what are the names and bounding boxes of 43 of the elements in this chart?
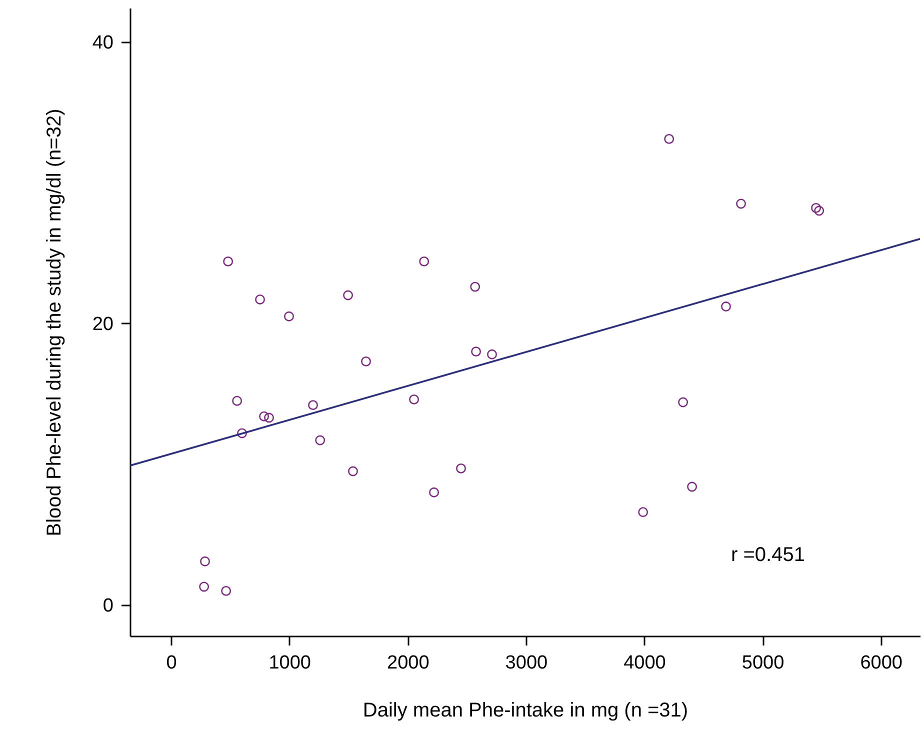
x-tick-label: 5000 (742, 652, 784, 674)
y-tick-label: 20 (92, 314, 114, 335)
y-tick-label: 0 (102, 596, 114, 617)
point (264, 412, 274, 423)
point (470, 282, 480, 292)
point (223, 256, 234, 266)
x-tick-label: 0 (166, 652, 177, 674)
point (736, 198, 746, 209)
point (361, 356, 371, 366)
point (429, 487, 440, 498)
y-tick-label: 40 (92, 32, 114, 54)
point (221, 586, 232, 596)
point (811, 202, 821, 213)
x-axis-title: Daily mean Phe-intake in mg (n =31) (362, 700, 688, 722)
x-tick-label: 2000 (387, 652, 430, 674)
point (814, 206, 824, 216)
point (199, 582, 210, 592)
point (678, 397, 688, 408)
point (315, 435, 326, 446)
point (487, 349, 497, 360)
point (232, 396, 242, 406)
point (343, 290, 354, 300)
point (200, 556, 210, 566)
point (259, 411, 270, 422)
point (255, 294, 265, 304)
x-tick-label: 1000 (268, 652, 311, 674)
point (471, 346, 482, 357)
annotation: r =0.451 (731, 544, 805, 566)
point (409, 394, 420, 404)
point (348, 466, 358, 476)
y-axis-title: Blood Phe-level during the study in mg/dl (n=32) (43, 108, 66, 536)
point (419, 256, 430, 266)
point (456, 463, 466, 474)
point (687, 482, 698, 492)
x-tick-label: 4000 (624, 652, 666, 674)
point (638, 507, 648, 518)
x-tick-label: 3000 (505, 652, 548, 674)
point (721, 302, 731, 312)
point (308, 400, 318, 410)
point (284, 311, 294, 322)
x-tick-label: 6000 (860, 652, 902, 674)
point (237, 428, 248, 438)
point (664, 134, 674, 144)
